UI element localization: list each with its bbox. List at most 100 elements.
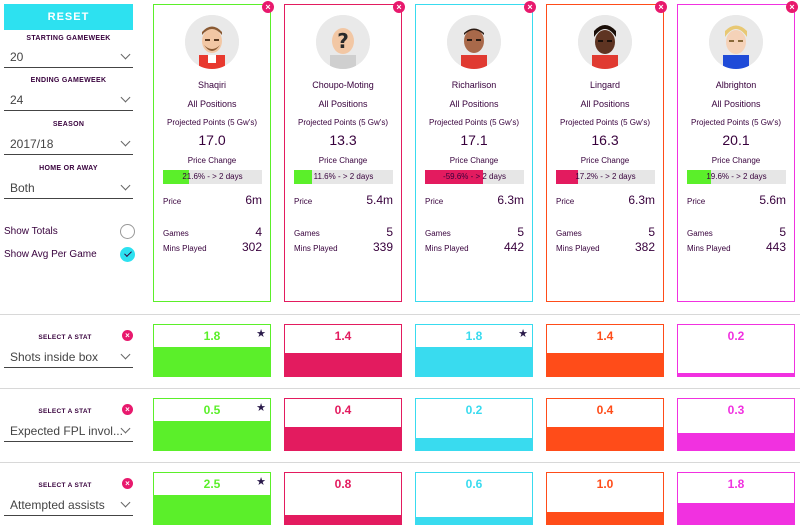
stat-value-box: 0.8 (284, 472, 402, 525)
games-row: Games 5 (294, 225, 393, 239)
price-change-label: Price Change (580, 156, 630, 165)
stat-fill-bar (416, 438, 532, 450)
player-card: × Lingard All Positions Projected Points… (546, 1, 667, 302)
price-row: Price 6.3m (556, 193, 655, 207)
mins-row: Mins Played 302 (163, 240, 262, 254)
price-row: Price 6m (163, 193, 262, 207)
stat-fill-bar (547, 512, 663, 524)
show-totals-row: Show Totals (4, 222, 135, 240)
player-card: × ? Choupo-Moting All Positions Projecte… (284, 1, 405, 302)
price-value: 6.3m (497, 193, 524, 207)
stat-value: 1.4 (596, 329, 614, 343)
remove-stat-icon[interactable]: × (122, 330, 133, 341)
stat-value: 0.2 (465, 403, 483, 417)
player-avatar (185, 15, 239, 69)
chevron-down-icon (120, 136, 131, 147)
price-row: Price 5.6m (687, 193, 786, 207)
stat-value-box: 0.3 (677, 398, 795, 451)
stat-value-box: 1.4 (284, 324, 402, 377)
stat-value-box: 0.6 (415, 472, 533, 525)
stat-fill-bar (285, 427, 401, 450)
season-label: SEASON (52, 121, 85, 128)
mins-label: Mins Played (163, 244, 207, 253)
remove-player-icon[interactable]: × (655, 1, 667, 13)
home-or-away-value: Both (10, 180, 35, 195)
games-value: 5 (779, 225, 786, 239)
reset-button[interactable]: RESET (4, 4, 133, 30)
projected-value: 16.3 (591, 132, 619, 148)
price-value: 6.3m (628, 193, 655, 207)
stat-select[interactable]: Attempted assists (4, 494, 133, 516)
mins-row: Mins Played 443 (687, 240, 786, 254)
price-change-label: Price Change (318, 156, 368, 165)
price-label: Price (687, 197, 706, 206)
price-value: 5.6m (759, 193, 786, 207)
price-change-fill (425, 170, 483, 184)
price-change-bar: 17.2% - > 2 days (556, 170, 655, 184)
stat-value-box: 1.8 ★ (153, 324, 271, 377)
show-avg-label: Show Avg Per Game (4, 248, 97, 260)
chevron-down-icon (120, 349, 131, 360)
remove-player-icon[interactable]: × (393, 1, 405, 13)
price-change-text: 21.6% - > 2 days (182, 172, 243, 181)
stat-select-value: Expected FPL invol... (10, 423, 123, 438)
stat-value: 0.6 (465, 477, 483, 491)
price-change-fill (556, 170, 578, 184)
stat-fill-bar (285, 353, 401, 376)
projected-value: 13.3 (329, 132, 357, 148)
projected-label: Projected Points (5 Gw's) (690, 118, 781, 127)
star-icon: ★ (256, 402, 266, 414)
home-or-away-select[interactable]: Both (4, 177, 133, 199)
remove-player-icon[interactable]: × (524, 1, 536, 13)
stat-value: 0.8 (334, 477, 352, 491)
mins-value: 443 (765, 240, 786, 254)
season-select[interactable]: 2017/18 (4, 133, 133, 155)
remove-player-icon[interactable]: × (786, 1, 798, 13)
projected-label: Projected Points (5 Gw's) (559, 118, 650, 127)
ending-gameweek-value: 24 (10, 92, 24, 107)
price-change-text: -59.6% - > 2 days (443, 172, 506, 181)
stat-value-box: 0.2 (415, 398, 533, 451)
projected-label: Projected Points (5 Gw's) (297, 118, 388, 127)
stat-value: 0.2 (727, 329, 745, 343)
starting-gameweek-value: 20 (10, 49, 24, 64)
games-label: Games (687, 229, 713, 238)
ending-gameweek-select[interactable]: 24 (4, 89, 133, 111)
starting-gameweek-select[interactable]: 20 (4, 46, 133, 68)
games-label: Games (294, 229, 320, 238)
player-avatar (578, 15, 632, 69)
price-row: Price 5.4m (294, 193, 393, 207)
player-avatar (709, 15, 763, 69)
select-stat-label: SELECT A STAT (38, 408, 92, 415)
mins-value: 339 (372, 240, 393, 254)
divider (0, 462, 800, 463)
projected-value: 17.0 (198, 132, 226, 148)
show-avg-radio[interactable] (120, 246, 135, 262)
price-change-text: 17.2% - > 2 days (575, 172, 636, 181)
stat-select[interactable]: Shots inside box (4, 346, 133, 368)
price-change-label: Price Change (449, 156, 499, 165)
price-change-fill (294, 170, 312, 184)
stat-value-box: 1.8 ★ (415, 324, 533, 377)
player-card: × Shaqiri All Positions Projected Points… (153, 1, 274, 302)
remove-stat-icon[interactable]: × (122, 404, 133, 415)
games-label: Games (163, 229, 189, 238)
stat-value: 2.5 (203, 477, 221, 491)
remove-player-icon[interactable]: × (262, 1, 274, 13)
player-card: × Richarlison All Positions Projected Po… (415, 1, 536, 302)
projected-value: 17.1 (460, 132, 488, 148)
starting-gameweek-label: STARTING GAMEWEEK (26, 35, 111, 42)
price-change-text: 11.6% - > 2 days (313, 172, 374, 181)
player-card: × Albrighton All Positions Projected Poi… (677, 1, 798, 302)
price-change-label: Price Change (187, 156, 237, 165)
stat-fill-bar (154, 495, 270, 524)
divider (0, 314, 800, 315)
show-totals-radio[interactable] (120, 223, 135, 239)
games-row: Games 5 (425, 225, 524, 239)
stat-value: 0.4 (334, 403, 352, 417)
stat-value-box: 0.5 ★ (153, 398, 271, 451)
mins-value: 442 (503, 240, 524, 254)
remove-stat-icon[interactable]: × (122, 478, 133, 489)
stat-select[interactable]: Expected FPL invol... (4, 420, 133, 442)
price-change-bar: 21.6% - > 2 days (163, 170, 262, 184)
